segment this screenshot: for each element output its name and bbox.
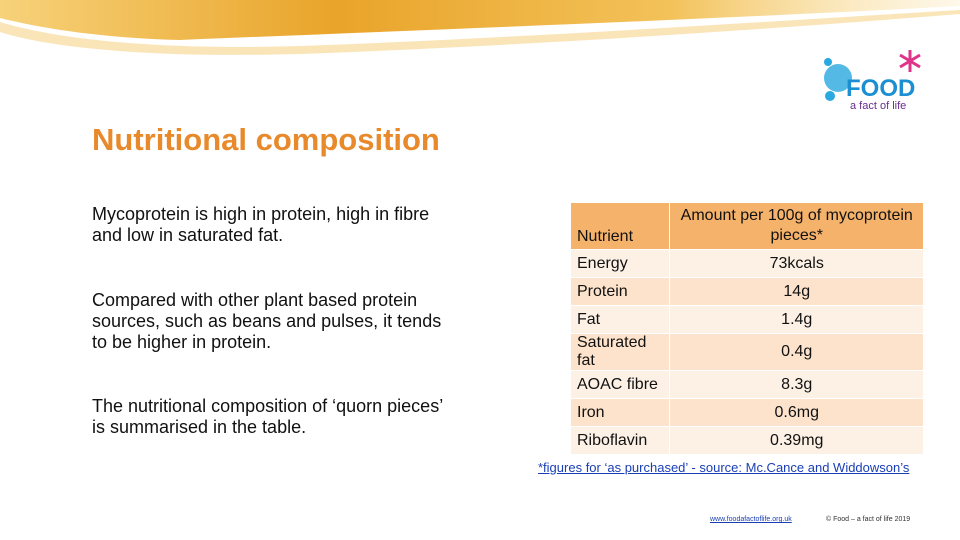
nutrient-cell: Saturated fat <box>569 333 671 371</box>
table-row: AOAC fibre 8.3g <box>569 370 924 399</box>
header-cell: Nutrient <box>569 202 671 250</box>
footer-copyright: © Food – a fact of life 2019 <box>826 516 911 523</box>
logo-asterisk <box>899 50 921 72</box>
logo-splash <box>824 64 852 92</box>
footer-link[interactable]: www.foodafactoflife.org.uk <box>710 516 792 523</box>
nutrient-cell: Iron <box>569 398 671 427</box>
table-body: Energy 73kcals Protein 14g Fat 1.4g Saturated … <box>569 249 924 455</box>
nutrition-table: Nutrient Amount per 100g of mycoprotein … <box>569 202 924 455</box>
table-row: Fat 1.4g <box>569 305 924 334</box>
table-row: Iron 0.6mg <box>569 398 924 427</box>
nutrient-cell: Fat <box>569 305 671 334</box>
header-cell: Amount per 100g of mycoprotein pieces* <box>669 202 924 250</box>
header-row: Nutrient Amount per 100g of mycoprotein … <box>569 202 924 250</box>
table-row: Riboflavin 0.39mg <box>569 426 924 455</box>
logo-splash <box>825 91 835 101</box>
decoration: FOOD a fact of life <box>0 0 960 112</box>
nutrient-cell: Riboflavin <box>569 426 671 455</box>
nutrient-cell: Energy <box>569 249 671 278</box>
footnote: *figures for ‘as purchased’ - source: Mc… <box>538 460 910 475</box>
nutrient-cell: Protein <box>569 277 671 306</box>
amount-cell: 0.4g <box>669 333 924 371</box>
table-row: Energy 73kcals <box>569 249 924 278</box>
amount-cell: 0.6mg <box>669 398 924 427</box>
swoosh <box>0 10 960 55</box>
slide-title: Nutritional composition <box>92 122 440 157</box>
amount-cell: 1.4g <box>669 305 924 334</box>
nutrient-cell: AOAC fibre <box>569 370 671 399</box>
swoosh <box>0 0 960 40</box>
table-row: Saturated fat 0.4g <box>569 333 924 371</box>
logo-word: FOOD <box>846 75 915 102</box>
logo-tagline: a fact of life <box>850 100 906 112</box>
logo: FOOD a fact of life <box>824 50 921 112</box>
paragraph: The nutritional composition of ‘quorn pi… <box>92 396 443 437</box>
amount-cell: 0.39mg <box>669 426 924 455</box>
amount-cell: 8.3g <box>669 370 924 399</box>
paragraph: Mycoprotein is high in protein, high in … <box>92 204 430 245</box>
amount-cell: 14g <box>669 277 924 306</box>
logo-splash <box>824 58 832 66</box>
table-row: Protein 14g <box>569 277 924 306</box>
paragraph: Compared with other plant based protein … <box>92 290 442 352</box>
amount-cell: 73kcals <box>669 249 924 278</box>
